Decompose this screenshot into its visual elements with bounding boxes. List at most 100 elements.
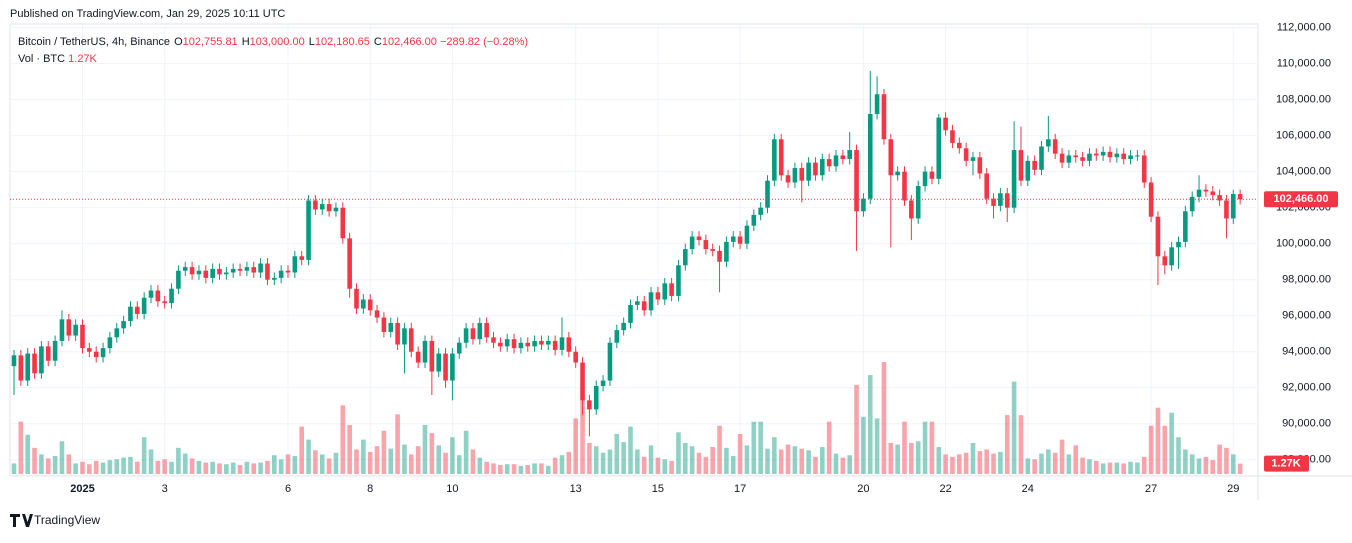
volume-bar [52, 456, 58, 474]
volume-bar [1114, 462, 1120, 474]
volume-bar [511, 464, 517, 474]
candle-body [785, 175, 791, 183]
volume-bar [792, 446, 798, 474]
volume-bar [32, 447, 37, 474]
candle-body [80, 324, 85, 349]
candle-body [265, 263, 270, 280]
volume-bar [895, 444, 900, 474]
candle-body [696, 236, 702, 241]
candle-body [792, 168, 798, 183]
volume-bar [1052, 452, 1058, 474]
candle-body [970, 157, 976, 161]
candle-body [66, 319, 72, 336]
candle-body [820, 159, 825, 176]
candle-body [504, 339, 510, 347]
candle-body [902, 171, 907, 201]
candle-body [1025, 160, 1031, 181]
candle-body [244, 267, 250, 271]
candle-body [285, 270, 291, 273]
candle-body [689, 236, 695, 250]
candle-body [1087, 153, 1092, 161]
volume-bar [429, 433, 435, 474]
volume-bar [1004, 415, 1010, 474]
volume-bar [621, 442, 626, 474]
candle-body [237, 268, 243, 271]
volume-bar [347, 424, 352, 474]
candle-body [1066, 155, 1072, 163]
volume-bar [1059, 439, 1065, 474]
candle-body [155, 290, 161, 302]
candle-body [1039, 146, 1044, 170]
candle-body [1073, 155, 1079, 158]
candle-body [196, 270, 202, 275]
volume-bar [778, 449, 784, 474]
volume-tag [1264, 455, 1309, 472]
candle-body [224, 272, 229, 275]
volume-bar [662, 459, 668, 474]
candle-body [326, 204, 332, 212]
y-tick-label: 96,000.00 [1282, 310, 1331, 322]
candle-body [867, 114, 873, 199]
candle-body [409, 328, 414, 352]
candle-body [703, 240, 709, 250]
volume-bar [1217, 444, 1222, 474]
legend-key: O [174, 36, 183, 48]
volume-bar [333, 452, 339, 474]
y-tick-label: 106,000.00 [1276, 130, 1331, 142]
x-tick-label: 17 [734, 483, 746, 495]
candle-body [258, 263, 263, 273]
volume-bar [998, 451, 1003, 474]
x-tick-label: 20 [857, 483, 869, 495]
candle-body [518, 342, 524, 349]
candle-body [861, 198, 866, 212]
volume-bar [422, 424, 428, 474]
volume-bar [265, 460, 270, 474]
published-note: Published on TradingView.com, Jan 29, 20… [10, 8, 285, 20]
legend: Bitcoin / TetherUS, 4h, Binance O102,755.… [18, 34, 528, 68]
volume-bar [354, 449, 359, 474]
volume-bar [1231, 454, 1236, 474]
volume-bar [539, 463, 544, 474]
candle-body [1004, 193, 1010, 208]
volume-bar [552, 457, 558, 474]
candle-body [593, 385, 599, 410]
volume-bar [1135, 462, 1140, 474]
candle-body [1210, 191, 1216, 196]
volume-bar [395, 414, 400, 474]
volume-bar [957, 454, 962, 474]
volume-bar [278, 459, 284, 474]
volume-bar [970, 442, 976, 474]
volume-bar [881, 362, 887, 474]
candle-body [621, 322, 626, 331]
volume-bar [683, 442, 688, 474]
candle-body [778, 139, 784, 176]
candle-body [107, 337, 113, 349]
candle-body [141, 297, 147, 314]
volume-bar [470, 449, 476, 474]
legend-value: 102,755.81 [182, 36, 238, 48]
volume-bar [744, 445, 750, 474]
candle-body [772, 139, 777, 181]
volume-bar [498, 465, 503, 474]
candle-body [381, 317, 387, 332]
volume-bar [80, 461, 85, 474]
volume-bar [258, 462, 263, 474]
volume-bar [299, 426, 304, 474]
candle-body [477, 322, 483, 340]
candle-body [306, 200, 311, 260]
volume-bar [182, 453, 188, 474]
volume-bar [18, 421, 24, 474]
volume-bar [1032, 459, 1037, 474]
candle-body [176, 270, 181, 289]
candle-body [1224, 200, 1229, 219]
candle-body [744, 225, 750, 244]
brand-logo [10, 514, 33, 527]
candle-body [1203, 189, 1209, 192]
candle-body [210, 268, 215, 278]
volume-bar [641, 456, 647, 474]
y-tick-label: 94,000.00 [1282, 346, 1331, 358]
y-tick-label: 110,000.00 [1277, 58, 1331, 70]
candle-body [580, 362, 585, 401]
candle-body [443, 353, 448, 381]
